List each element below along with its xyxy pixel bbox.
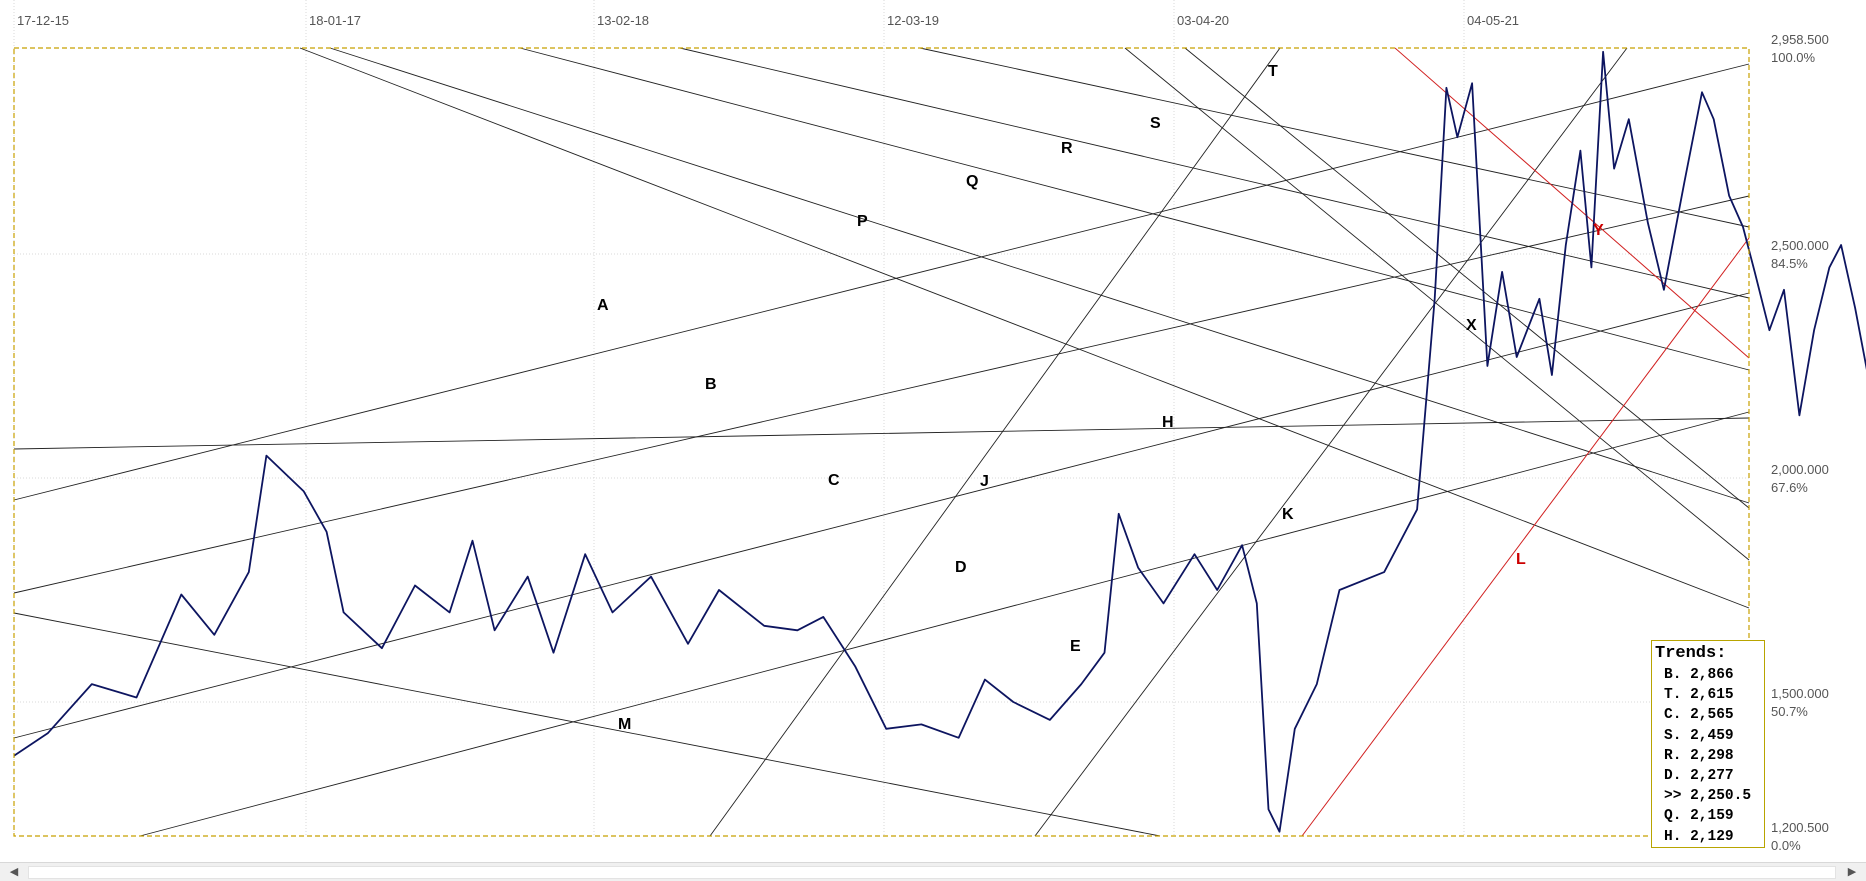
trend-line xyxy=(679,47,1750,299)
trendline-label: P xyxy=(857,213,868,230)
trend-row: T. 2,615 xyxy=(1664,687,1734,704)
y-tick-label: 2,958.500 xyxy=(1771,32,1829,47)
y-tick-label: 2,000.000 xyxy=(1771,462,1829,477)
trendline-label: S xyxy=(1150,115,1161,132)
trend-row: B. 2,866 xyxy=(1664,667,1734,683)
trend-line xyxy=(519,47,1750,371)
trend-line xyxy=(919,47,1750,228)
trendline-label: H xyxy=(1162,414,1174,431)
trend-line xyxy=(1184,47,1750,509)
trend-row: >> 2,250.5 xyxy=(1664,788,1752,805)
trendline-label: J xyxy=(980,473,989,490)
trendline-label: L xyxy=(1516,551,1526,568)
scroll-right-icon[interactable]: ▶ xyxy=(1847,865,1857,878)
y-tick-label: 2,500.000 xyxy=(1771,238,1829,253)
trendline-label: A xyxy=(597,297,609,314)
trends-list: B. 2,866 T. 2,615 C. 2,565 S. 2,459 R. 2… xyxy=(1652,665,1764,847)
trend-line xyxy=(329,47,1750,504)
chart: 17-12-15 18-01-17 13-02-18 12-03-19 03-04-20… xyxy=(13,0,1866,853)
y-tick-pct-label: 0.0% xyxy=(1771,838,1801,853)
y-tick-pct-label: 100.0% xyxy=(1771,50,1816,65)
y-tick-pct-label: 84.5% xyxy=(1771,256,1808,271)
trendline-label: X xyxy=(1466,317,1477,334)
chart-frame xyxy=(13,47,1750,837)
trend-row: H. 2,129 xyxy=(1664,828,1734,845)
horizontal-scrollbar[interactable]: ◀ ▶ xyxy=(0,862,1866,881)
x-tick-label: 04-05-21 xyxy=(1467,13,1519,28)
trend-line xyxy=(299,47,1750,609)
x-tick-label: 03-04-20 xyxy=(1177,13,1229,28)
trend-line xyxy=(709,47,1281,837)
x-tick-label: 13-02-18 xyxy=(597,13,649,28)
trendline-label: E xyxy=(1070,638,1081,655)
trendline-label: T xyxy=(1268,63,1278,80)
y-tick-label: 1,200.500 xyxy=(1771,820,1829,835)
x-tick-label: 18-01-17 xyxy=(309,13,361,28)
x-tick-label: 12-03-19 xyxy=(887,13,939,28)
trends-title: Trends: xyxy=(1655,644,1727,663)
trend-line xyxy=(139,411,1750,837)
y-tick-label: 1,500.000 xyxy=(1771,686,1829,701)
trend-row: R. 2,298 xyxy=(1664,747,1734,764)
trend-line xyxy=(13,195,1750,594)
y-tick-pct-label: 67.6% xyxy=(1771,480,1808,495)
trendline-label: Q xyxy=(966,173,978,190)
trend-row: S. 2,459 xyxy=(1664,727,1734,744)
trend-line xyxy=(13,292,1750,739)
scroll-thumb[interactable] xyxy=(28,866,1836,879)
scroll-left-icon[interactable]: ◀ xyxy=(9,865,19,878)
trendline-label: C xyxy=(828,472,840,489)
y-tick-pct-label: 50.7% xyxy=(1771,704,1808,719)
trendline-label: B xyxy=(705,376,717,393)
trend-row: C. 2,565 xyxy=(1664,707,1734,724)
price-series-line xyxy=(13,50,1866,833)
trends-panel: Trends: B. 2,866 T. 2,615 C. 2,565 S. 2,… xyxy=(1651,640,1765,848)
trend-line xyxy=(13,417,1750,450)
chart-svg: 17-12-15 18-01-17 13-02-18 12-03-19 03-04-20… xyxy=(13,0,1866,853)
trendline-label: M xyxy=(618,716,631,733)
trendline-label: K xyxy=(1282,506,1294,523)
x-tick-label: 17-12-15 xyxy=(17,13,69,28)
trend-row: D. 2,277 xyxy=(1664,768,1734,785)
trend-row: Q. 2,159 xyxy=(1664,808,1734,825)
trendline-label: Y xyxy=(1593,222,1604,239)
trend-line xyxy=(13,63,1750,501)
trendline-label: D xyxy=(955,559,967,576)
trend-line-red xyxy=(1301,237,1750,837)
trend-line xyxy=(1124,47,1750,561)
trendline-label: R xyxy=(1061,140,1073,157)
trend-line xyxy=(1034,47,1628,837)
trend-line xyxy=(13,612,1161,837)
